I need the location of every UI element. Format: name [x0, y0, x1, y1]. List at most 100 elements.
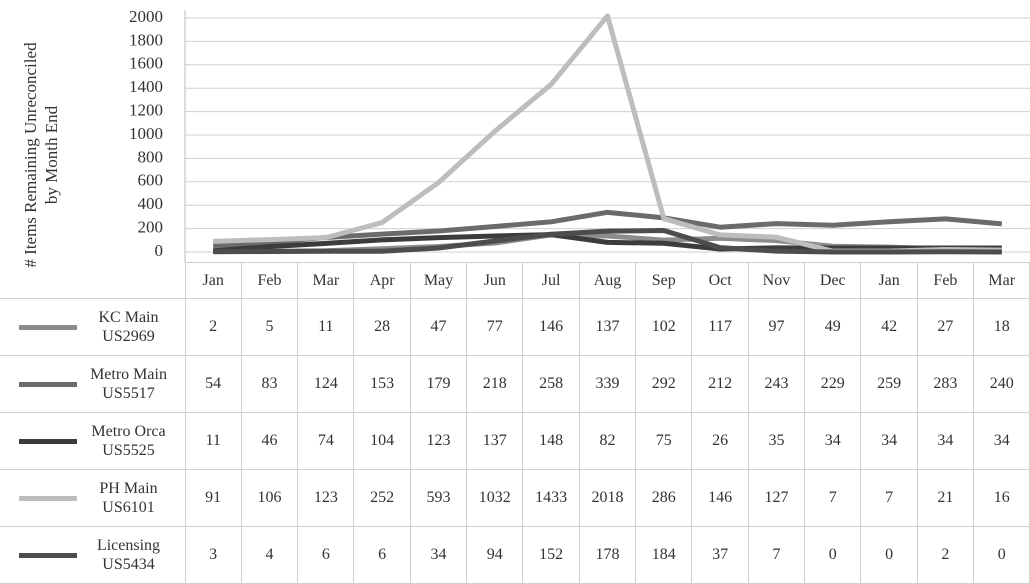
table-value: 11 [184, 412, 242, 470]
table-value: 74 [297, 412, 355, 470]
table-value: 16 [973, 469, 1030, 527]
table-value: 2 [184, 298, 242, 356]
x-tick-label: Jan [860, 262, 918, 299]
y-tick-label: 600 [138, 171, 164, 190]
series-line [212, 232, 1002, 254]
table-value: 83 [240, 355, 299, 413]
table-value: 286 [635, 469, 693, 527]
header-row: Jan Feb Mar Apr May Jun Jul Aug Sep Oct Nov Dec Jan F… [0, 262, 1030, 299]
table-value: 259 [860, 355, 918, 413]
legend-label: PH Main US6101 [99, 480, 158, 516]
corner-cell [0, 263, 185, 299]
legend-swatch [18, 552, 77, 558]
table-value: 137 [466, 412, 524, 470]
x-tick-label: Feb [916, 262, 975, 299]
series-row: Metro Main US5517 54 83 124 153 179 218 258 339 2… [0, 355, 1030, 413]
y-tick-label: 1800 [129, 30, 163, 49]
legend-cell: PH Main US6101 [0, 469, 186, 527]
table-value: 104 [353, 412, 411, 470]
table-value: 34 [860, 412, 918, 470]
y-axis-label-line: by Month End [42, 105, 61, 204]
legend-label: Metro Main US5517 [90, 366, 167, 402]
table-value: 229 [804, 355, 862, 413]
table-value: 11 [297, 298, 355, 356]
legend-entry: KC Main US2969 [0, 308, 179, 346]
series-row: KC Main US2969 2 5 11 28 47 77 146 137 102 117 97 49… [0, 298, 1030, 356]
table-value: 243 [747, 355, 806, 413]
table-value: 106 [240, 469, 299, 527]
table-value: 179 [409, 355, 468, 413]
x-tick-label: Jul [522, 262, 580, 299]
table-value: 34 [804, 412, 862, 470]
x-tick-label: Apr [353, 262, 411, 299]
table-value: 258 [522, 355, 580, 413]
legend-label: Metro Orca US5525 [91, 423, 166, 459]
table-value: 0 [860, 526, 918, 584]
table-value: 75 [635, 412, 693, 470]
table-value: 3 [184, 526, 242, 584]
table-value: 0 [973, 526, 1030, 584]
table-value: 94 [466, 526, 524, 584]
y-tick-label: 1600 [129, 54, 163, 73]
legend-entry: Metro Orca US5525 [0, 422, 179, 460]
series-row: Metro Orca US5525 11 46 74 104 123 137 148 82 75 2… [0, 412, 1030, 470]
table-value: 123 [409, 412, 468, 470]
table-value: 91 [184, 469, 242, 527]
x-tick-label: Oct [691, 262, 749, 299]
table-value: 35 [747, 412, 806, 470]
table-value: 292 [635, 355, 693, 413]
table-value: 283 [916, 355, 975, 413]
table-value: 1032 [466, 469, 524, 527]
series-line [213, 209, 1003, 249]
table-value: 152 [522, 526, 580, 584]
legend-swatch [18, 438, 77, 444]
legend-entry: PH Main US6101 [0, 479, 179, 517]
table-value: 97 [747, 298, 806, 356]
data-table: Jan Feb Mar Apr May Jun Jul Aug Sep Oct Nov Dec Jan F… [0, 262, 1030, 584]
table-value: 7 [747, 526, 806, 584]
table-value: 26 [691, 412, 749, 470]
y-tick-label: 400 [138, 194, 164, 213]
table-value: 148 [522, 412, 580, 470]
table-value: 37 [691, 526, 749, 584]
legend-cell: KC Main US2969 [0, 298, 186, 356]
table-value: 0 [804, 526, 862, 584]
table-value: 117 [691, 298, 749, 356]
y-tick-label: 1000 [129, 124, 163, 143]
table-value: 5 [240, 298, 299, 356]
table-value: 218 [466, 355, 524, 413]
legend-swatch [18, 381, 77, 387]
table-value: 146 [691, 469, 749, 527]
table-value: 137 [578, 298, 637, 356]
legend-cell: Metro Orca US5525 [0, 412, 186, 470]
legend-swatch [18, 324, 77, 330]
x-tick-label: Dec [804, 262, 862, 299]
legend-cell: Metro Main US5517 [0, 355, 186, 413]
table-value: 49 [804, 298, 862, 356]
table-value: 123 [297, 469, 355, 527]
x-tick-label: Aug [578, 262, 637, 299]
table-value: 146 [522, 298, 580, 356]
table-value: 2018 [578, 469, 637, 527]
y-tick-label: 0 [155, 241, 164, 260]
table-value: 18 [973, 298, 1030, 356]
table-value: 54 [184, 355, 242, 413]
x-tick-label: Jan [184, 262, 242, 299]
table-value: 212 [691, 355, 749, 413]
table-value: 593 [409, 469, 468, 527]
x-tick-label: Feb [240, 262, 299, 299]
x-tick-label: Nov [747, 262, 806, 299]
series-line [213, 13, 1002, 254]
table-value: 2 [916, 526, 975, 584]
table-value: 4 [240, 526, 299, 584]
table-value: 7 [804, 469, 862, 527]
table-value: 7 [860, 469, 918, 527]
y-tick-label: 1200 [129, 101, 163, 120]
table-value: 178 [578, 526, 637, 584]
table-value: 82 [578, 412, 637, 470]
y-tick-label: 800 [138, 147, 164, 166]
table-value: 184 [635, 526, 693, 584]
legend-entry: Metro Main US5517 [0, 365, 179, 403]
